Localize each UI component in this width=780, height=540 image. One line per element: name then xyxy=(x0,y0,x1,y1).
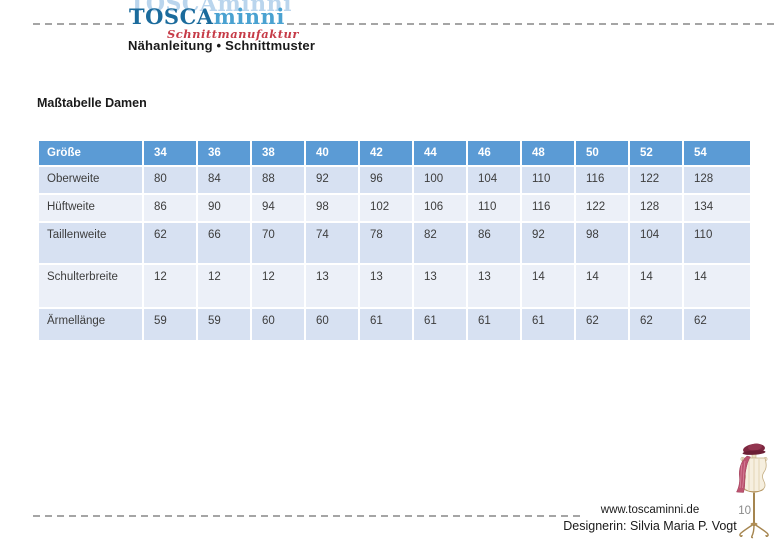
measurement-cell: 116 xyxy=(520,193,576,223)
measurement-cell: 60 xyxy=(250,307,306,342)
measurement-cell: 74 xyxy=(304,221,360,265)
measurement-cell: 98 xyxy=(574,221,630,265)
measurement-cell: 62 xyxy=(574,307,630,342)
footer-text-block: www.toscaminni.de Designerin: Silvia Mar… xyxy=(560,503,740,534)
measurement-cell: 62 xyxy=(682,307,752,342)
measurement-cell: 70 xyxy=(250,221,306,265)
measurement-cell: 62 xyxy=(628,307,684,342)
measurement-cell: 104 xyxy=(628,221,684,265)
measurement-cell: 122 xyxy=(574,193,630,223)
product-line-label: Nähanleitung • Schnittmuster xyxy=(128,38,316,53)
measurement-cell: 94 xyxy=(250,193,306,223)
ghost-logo-text: TOSCAminni xyxy=(129,0,292,17)
size-table-header-size-36: 36 xyxy=(196,139,252,167)
measurement-cell: 61 xyxy=(412,307,468,342)
row-label: Oberweite xyxy=(37,165,144,195)
measurement-cell: 134 xyxy=(682,193,752,223)
measurement-cell: 14 xyxy=(520,263,576,309)
size-table-header-size-38: 38 xyxy=(250,139,306,167)
page-title: Maßtabelle Damen xyxy=(37,96,147,110)
measurement-cell: 100 xyxy=(412,165,468,195)
measurement-cell: 128 xyxy=(628,193,684,223)
measurement-cell: 98 xyxy=(304,193,360,223)
size-table-header-label: Größe xyxy=(37,139,144,167)
measurement-cell: 14 xyxy=(628,263,684,309)
size-table-header-size-52: 52 xyxy=(628,139,684,167)
measurement-cell: 128 xyxy=(682,165,752,195)
measurement-cell: 13 xyxy=(412,263,468,309)
dress-form-icon xyxy=(736,443,769,539)
table-row: Hüftweite 86 90 94 98 102 106 110 116 122 128 134 xyxy=(37,193,752,223)
measurement-cell: 62 xyxy=(142,221,198,265)
measurement-cell: 12 xyxy=(250,263,306,309)
size-table-header-row: Größe 34 36 38 40 42 44 46 48 50 52 54 xyxy=(37,139,752,167)
measurement-cell: 86 xyxy=(466,221,522,265)
measurement-cell: 12 xyxy=(142,263,198,309)
measurement-cell: 13 xyxy=(358,263,414,309)
size-table-header-size-44: 44 xyxy=(412,139,468,167)
table-row: Taillenweite 62 66 70 74 78 82 86 92 98 104 110 xyxy=(37,221,752,265)
measurement-cell: 106 xyxy=(412,193,468,223)
measurement-cell: 14 xyxy=(574,263,630,309)
size-table-header-size-54: 54 xyxy=(682,139,752,167)
table-row: Schulterbreite 12 12 12 13 13 13 13 14 14 14 14 xyxy=(37,263,752,309)
measurement-cell: 110 xyxy=(466,193,522,223)
size-table: Größe 34 36 38 40 42 44 46 48 50 52 54 Oberweite 80 8… xyxy=(37,139,752,342)
measurement-cell: 82 xyxy=(412,221,468,265)
row-label: Taillenweite xyxy=(37,221,144,265)
measurement-cell: 13 xyxy=(466,263,522,309)
size-table-header-size-46: 46 xyxy=(466,139,522,167)
size-table-header-size-42: 42 xyxy=(358,139,414,167)
page-number: 10 xyxy=(738,505,751,517)
measurement-cell: 78 xyxy=(358,221,414,265)
table-row: Oberweite 80 84 88 92 96 100 104 110 116 122 128 xyxy=(37,165,752,195)
measurement-cell: 61 xyxy=(520,307,576,342)
measurement-cell: 59 xyxy=(196,307,252,342)
brand-logo: TOSCAminni xyxy=(129,5,285,29)
table-row: Ärmellänge 59 59 60 60 61 61 61 61 62 62 62 xyxy=(37,307,752,342)
measurement-cell: 116 xyxy=(574,165,630,195)
top-left-dashed-cut-line xyxy=(33,23,128,25)
measurement-cell: 110 xyxy=(682,221,752,265)
measurement-cell: 84 xyxy=(196,165,252,195)
measurement-cell: 14 xyxy=(682,263,752,309)
website-link[interactable]: www.toscaminni.de xyxy=(600,504,700,516)
brand-logo-part1: TOSCA xyxy=(129,4,214,29)
measurement-cell: 88 xyxy=(250,165,306,195)
size-table-header-size-34: 34 xyxy=(142,139,198,167)
brand-subtitle: Schnittmanufaktur xyxy=(167,27,299,41)
measurement-cell: 96 xyxy=(358,165,414,195)
designer-credit: Designerin: Silvia Maria P. Vogt xyxy=(563,519,737,533)
row-label: Schulterbreite xyxy=(37,263,144,309)
measurement-cell: 86 xyxy=(142,193,198,223)
measurement-cell: 61 xyxy=(358,307,414,342)
measurement-cell: 66 xyxy=(196,221,252,265)
measurement-cell: 102 xyxy=(358,193,414,223)
row-label: Ärmellänge xyxy=(37,307,144,342)
size-table-header-size-40: 40 xyxy=(304,139,360,167)
measurement-cell: 110 xyxy=(520,165,576,195)
measurement-cell: 90 xyxy=(196,193,252,223)
measurement-cell: 59 xyxy=(142,307,198,342)
measurement-cell: 80 xyxy=(142,165,198,195)
size-table-header-size-50: 50 xyxy=(574,139,630,167)
measurement-cell: 12 xyxy=(196,263,252,309)
measurement-cell: 61 xyxy=(466,307,522,342)
row-label: Hüftweite xyxy=(37,193,144,223)
size-table-header-size-48: 48 xyxy=(520,139,576,167)
top-right-dashed-cut-line xyxy=(287,23,774,25)
measurement-cell: 104 xyxy=(466,165,522,195)
measurement-cell: 92 xyxy=(304,165,360,195)
measurement-cell: 92 xyxy=(520,221,576,265)
brand-logo-part2: minni xyxy=(213,4,285,29)
bottom-dashed-cut-line xyxy=(33,515,585,517)
measurement-cell: 122 xyxy=(628,165,684,195)
measurement-cell: 13 xyxy=(304,263,360,309)
measurement-cell: 60 xyxy=(304,307,360,342)
